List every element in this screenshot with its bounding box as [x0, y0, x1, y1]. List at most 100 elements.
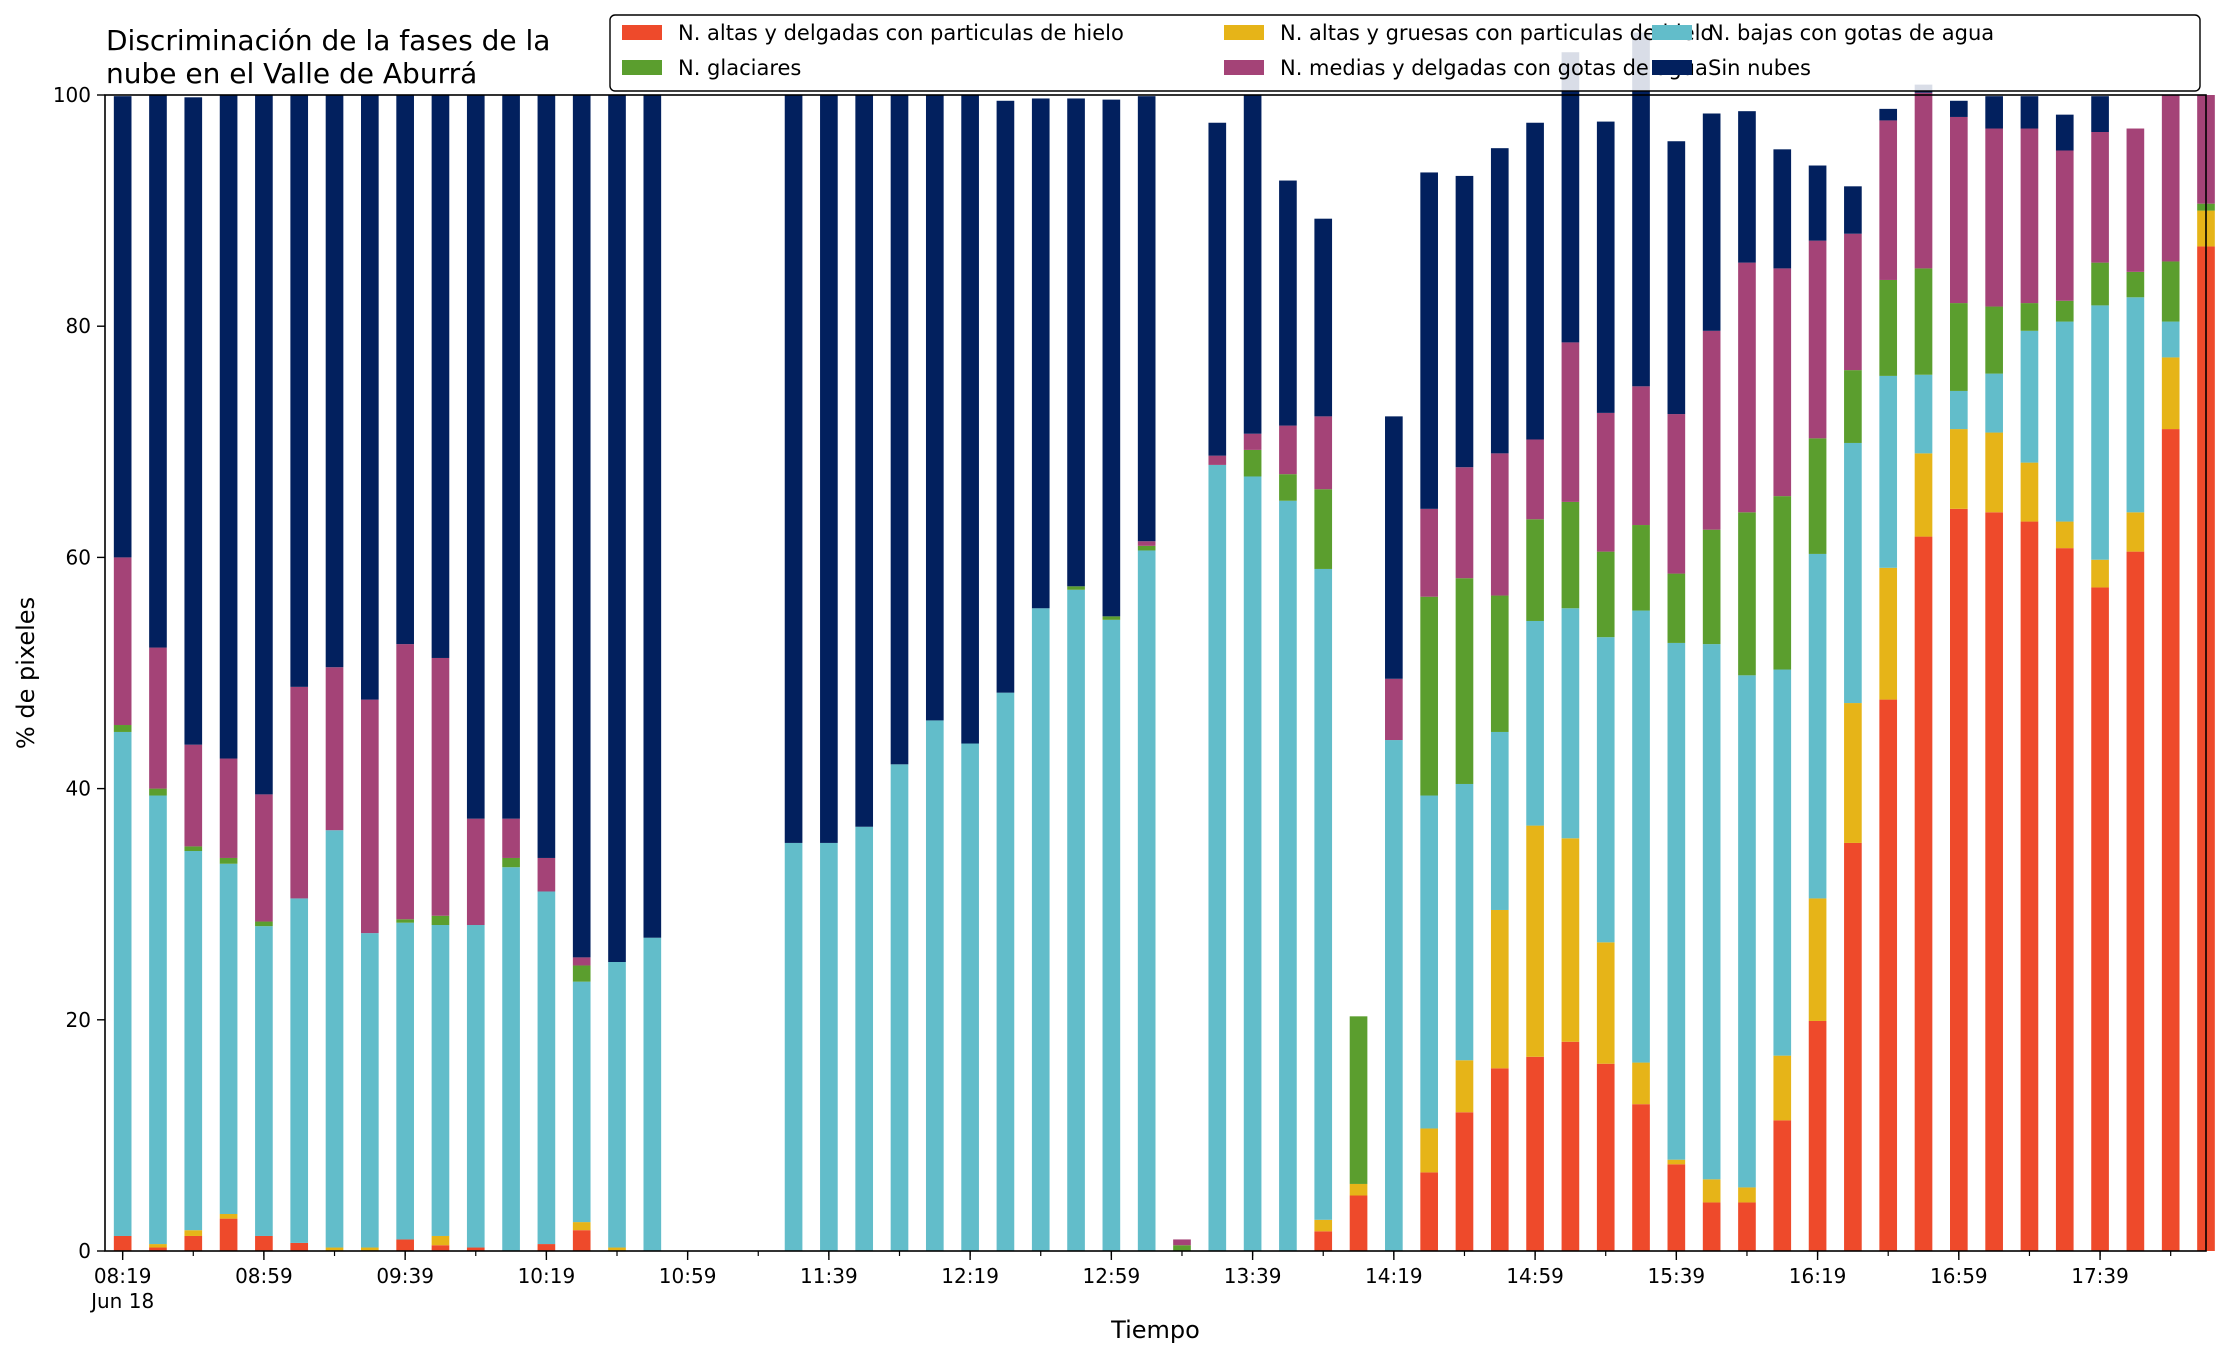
bar-segment-2-10 — [466, 925, 485, 1248]
bar-segment-3-30 — [1173, 1245, 1191, 1251]
bar-segment-2-42 — [1596, 637, 1615, 943]
bar-segment-4-46 — [1738, 262, 1756, 513]
bar-segment-3-9 — [431, 915, 450, 926]
bar-segment-2-28 — [1102, 619, 1121, 1251]
bar-segment-4-47 — [1773, 268, 1792, 497]
bar-segment-5-23 — [925, 95, 944, 721]
bar-segment-2-21 — [855, 826, 874, 1251]
x-tick-label: 13:39 — [1224, 1264, 1282, 1288]
bar-segment-0-40 — [1526, 1056, 1544, 1251]
bar-segment-0-56 — [2091, 587, 2109, 1251]
bar-segment-5-28 — [1102, 99, 1121, 617]
bar-segment-2-8 — [396, 922, 414, 1240]
bar-segment-3-38 — [1455, 578, 1474, 784]
bar-segment-1-48 — [1808, 898, 1827, 1021]
bar-segment-1-46 — [1738, 1187, 1756, 1203]
bar-segment-4-54 — [2020, 128, 2039, 304]
bar-segment-5-11 — [502, 95, 520, 819]
bar-segment-3-33 — [1279, 474, 1297, 501]
chart-title-line-2: nube en el Valle de Aburrá — [106, 57, 477, 90]
bar-segment-5-13 — [572, 95, 591, 958]
bar-segment-4-5 — [290, 686, 309, 899]
bar-segment-0-50 — [1879, 699, 1898, 1251]
bar-segment-5-48 — [1808, 165, 1827, 241]
bar-segment-0-3 — [219, 1218, 238, 1251]
bar-segment-2-55 — [2055, 321, 2074, 522]
bar-segment-2-20 — [820, 842, 838, 1251]
bar-segment-2-56 — [2091, 305, 2109, 560]
bar-segment-5-55 — [2055, 114, 2074, 151]
bar-segment-3-46 — [1738, 512, 1756, 676]
bar-segment-3-41 — [1561, 501, 1580, 609]
bar-segment-0-46 — [1738, 1202, 1756, 1251]
x-tick-label: 12:19 — [941, 1264, 999, 1288]
bar-segment-0-47 — [1773, 1120, 1792, 1251]
bar-segment-5-31 — [1208, 122, 1227, 456]
bar-segment-0-37 — [1420, 1172, 1438, 1251]
bar-segment-4-55 — [2055, 150, 2074, 301]
bar-segment-1-9 — [431, 1235, 450, 1246]
bar-segment-2-50 — [1879, 375, 1898, 568]
bar-segment-5-37 — [1420, 172, 1438, 509]
bar-segment-4-10 — [466, 818, 485, 926]
bar-segment-4-3 — [219, 758, 238, 858]
legend: N. altas y delgadas con particulas de hi… — [609, 14, 2201, 92]
bar-segment-2-31 — [1208, 464, 1227, 1251]
bar-segment-5-45 — [1702, 113, 1721, 331]
bar-segment-4-9 — [431, 657, 450, 916]
bar-segment-2-32 — [1243, 476, 1262, 1252]
bar-segment-2-15 — [643, 937, 662, 1251]
bar-segment-1-51 — [1914, 453, 1933, 537]
bar-segment-5-36 — [1385, 416, 1403, 679]
bar-segment-3-51 — [1914, 268, 1933, 375]
bar-segment-0-55 — [2055, 548, 2074, 1251]
bar-segment-4-12 — [537, 857, 556, 892]
bar-segment-5-10 — [466, 95, 485, 819]
bar-segment-4-53 — [1985, 128, 2003, 307]
bar-segment-3-53 — [1985, 306, 2003, 374]
bar-segment-2-57 — [2126, 297, 2145, 513]
y-tick-label: 80 — [66, 314, 91, 338]
bar-segment-3-49 — [1844, 370, 1862, 443]
bar-segment-5-56 — [2091, 96, 2109, 132]
bar-segment-0-49 — [1844, 842, 1862, 1251]
legend-entry: N. altas y delgadas con particulas de hi… — [678, 21, 1124, 45]
bar-segment-2-44 — [1667, 642, 1686, 1160]
bar-segment-2-24 — [961, 743, 979, 1251]
bar-segment-0-54 — [2020, 521, 2039, 1251]
bar-segment-2-36 — [1385, 740, 1403, 1251]
bar-segment-1-49 — [1844, 703, 1862, 843]
bar-segment-0-42 — [1596, 1063, 1615, 1251]
x-tick-label: 12:59 — [1083, 1264, 1141, 1288]
bar-segment-2-25 — [996, 692, 1015, 1251]
bar-segment-5-50 — [1879, 108, 1898, 121]
bar-segment-3-48 — [1808, 438, 1827, 554]
bar-segment-5-24 — [961, 95, 979, 744]
bar-segment-3-55 — [2055, 300, 2074, 322]
legend-swatch — [622, 60, 662, 75]
bar-segment-4-37 — [1420, 508, 1438, 597]
bar-segment-5-34 — [1314, 218, 1333, 417]
bar-segment-4-2 — [184, 744, 203, 847]
bar-segment-2-52 — [1950, 390, 1968, 430]
bar-segment-0-48 — [1808, 1020, 1827, 1251]
bar-segment-4-32 — [1243, 433, 1262, 450]
bar-segment-1-41 — [1561, 838, 1580, 1042]
bar-segment-0-52 — [1950, 508, 1968, 1252]
bar-segment-4-38 — [1455, 467, 1474, 579]
bar-segment-5-53 — [1985, 96, 2003, 129]
x-tick-label: 08:19 — [94, 1264, 152, 1288]
bar-segment-1-13 — [572, 1222, 591, 1231]
bar-segment-4-29 — [1137, 541, 1156, 546]
x-tick-label: 16:59 — [1930, 1264, 1988, 1288]
x-axis-label: Tiempo — [1110, 1316, 1200, 1344]
bar-segment-5-43 — [1632, 32, 1650, 387]
bar-segment-2-54 — [2020, 330, 2039, 463]
bar-segment-1-44 — [1667, 1159, 1686, 1165]
x-tick-label: 16:19 — [1789, 1264, 1847, 1288]
bar-segment-5-26 — [1031, 98, 1050, 609]
bar-segment-4-51 — [1914, 92, 1933, 269]
bar-segment-3-56 — [2091, 262, 2109, 306]
x-tick-label: 10:19 — [518, 1264, 576, 1288]
bar-segment-3-45 — [1702, 529, 1721, 645]
